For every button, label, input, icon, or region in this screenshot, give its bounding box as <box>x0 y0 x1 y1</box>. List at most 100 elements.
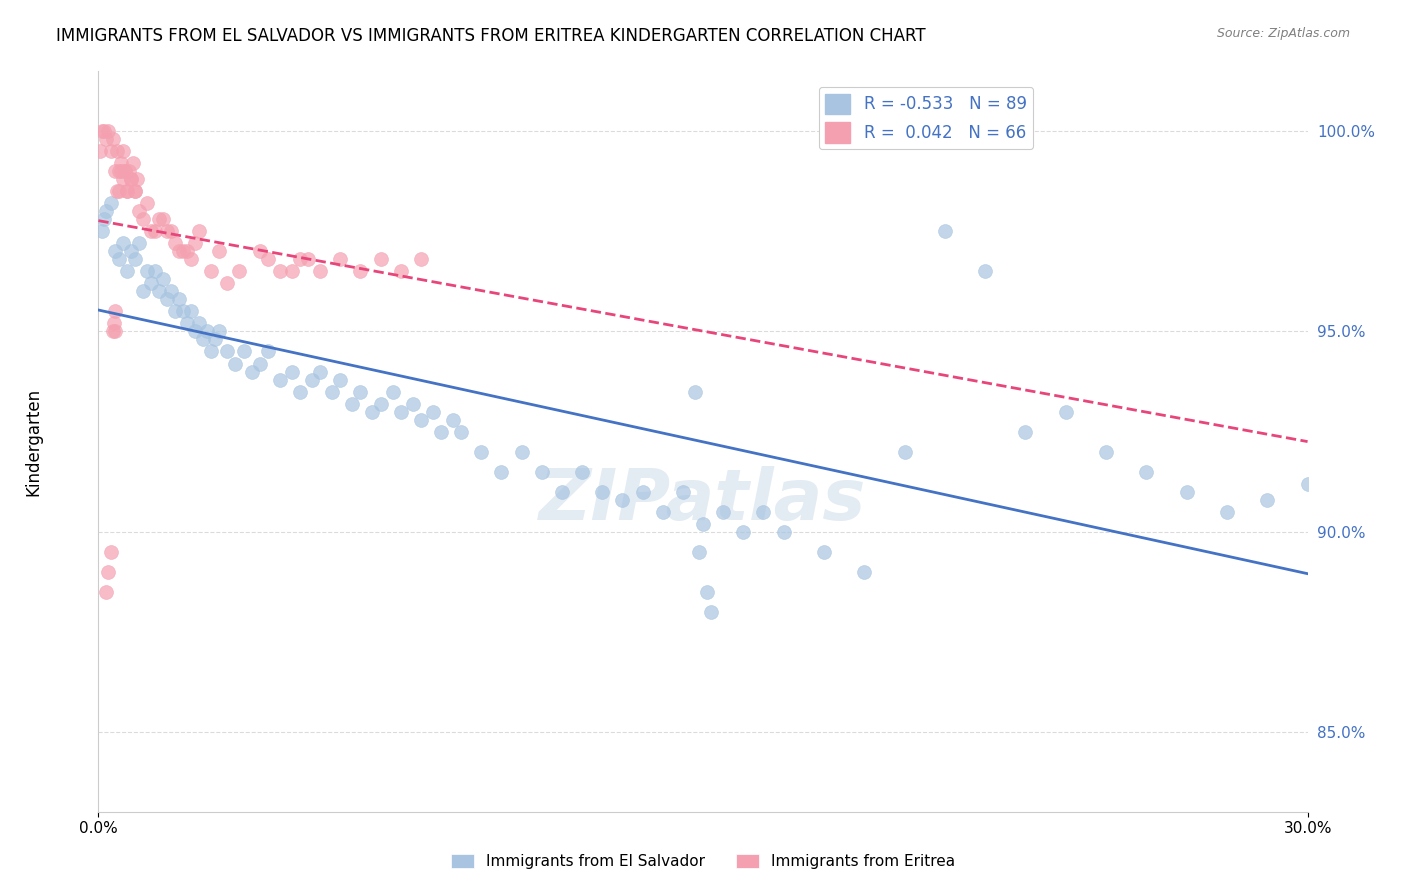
Point <box>120 172 142 186</box>
Point <box>269 264 291 278</box>
Point <box>772 524 794 539</box>
Point <box>281 264 304 278</box>
Point <box>111 145 134 159</box>
Point <box>132 285 155 299</box>
Point <box>107 252 129 267</box>
Point <box>121 156 143 170</box>
Point <box>89 145 111 159</box>
Point <box>172 304 194 318</box>
Point <box>107 164 129 178</box>
Point <box>188 317 211 331</box>
Point <box>1256 492 1278 507</box>
Point <box>1216 505 1239 519</box>
Point <box>370 396 392 410</box>
Point <box>309 364 332 378</box>
Point <box>152 212 174 227</box>
Point <box>232 344 254 359</box>
Point <box>97 124 120 138</box>
Point <box>470 444 492 458</box>
Point <box>240 364 263 378</box>
Point <box>100 145 122 159</box>
Point <box>104 325 127 339</box>
Point <box>700 605 723 619</box>
Point <box>1014 425 1036 439</box>
Point <box>651 505 673 519</box>
Point <box>101 132 124 146</box>
Point <box>180 252 202 267</box>
Point <box>1296 476 1319 491</box>
Point <box>105 185 128 199</box>
Point <box>120 172 142 186</box>
Point <box>96 204 118 219</box>
Point <box>269 372 291 386</box>
Point <box>163 236 186 251</box>
Point <box>200 344 222 359</box>
Point <box>93 124 115 138</box>
Point <box>422 404 444 418</box>
Point <box>217 277 239 291</box>
Point <box>1095 444 1118 458</box>
Point <box>163 304 186 318</box>
Point <box>125 172 148 186</box>
Point <box>571 465 593 479</box>
Point <box>100 196 122 211</box>
Point <box>103 304 125 318</box>
Point <box>409 252 432 267</box>
Legend: R = -0.533   N = 89, R =  0.042   N = 66: R = -0.533 N = 89, R = 0.042 N = 66 <box>818 87 1033 150</box>
Point <box>349 384 371 399</box>
Point <box>152 272 174 286</box>
Point <box>135 196 157 211</box>
Point <box>105 145 128 159</box>
Point <box>329 252 352 267</box>
Point <box>381 384 404 399</box>
Point <box>309 264 332 278</box>
Point <box>135 264 157 278</box>
Point <box>692 516 714 531</box>
Point <box>612 492 634 507</box>
Point <box>342 396 364 410</box>
Point <box>752 505 775 519</box>
Point <box>118 164 141 178</box>
Point <box>974 264 997 278</box>
Point <box>114 164 136 178</box>
Point <box>200 264 222 278</box>
Point <box>91 124 114 138</box>
Point <box>813 544 835 558</box>
Point <box>224 357 246 371</box>
Point <box>256 252 278 267</box>
Point <box>128 236 150 251</box>
Point <box>160 224 183 238</box>
Point <box>115 185 138 199</box>
Point <box>672 484 695 499</box>
Point <box>107 185 129 199</box>
Point <box>148 212 170 227</box>
Point <box>143 264 166 278</box>
Point <box>530 465 553 479</box>
Point <box>103 164 125 178</box>
Point <box>103 244 125 259</box>
Point <box>111 236 134 251</box>
Point <box>96 584 118 599</box>
Point <box>228 264 250 278</box>
Point <box>1054 404 1077 418</box>
Point <box>128 204 150 219</box>
Point <box>132 212 155 227</box>
Point <box>551 484 574 499</box>
Point <box>688 544 710 558</box>
Point <box>115 185 138 199</box>
Point <box>696 584 718 599</box>
Point <box>97 565 120 579</box>
Point <box>195 325 218 339</box>
Point <box>124 185 146 199</box>
Point <box>389 264 412 278</box>
Point <box>184 236 207 251</box>
Point <box>591 484 613 499</box>
Point <box>329 372 352 386</box>
Point <box>301 372 323 386</box>
Point <box>204 333 226 347</box>
Point <box>143 224 166 238</box>
Point <box>124 185 146 199</box>
Point <box>711 505 734 519</box>
Text: IMMIGRANTS FROM EL SALVADOR VS IMMIGRANTS FROM ERITREA KINDERGARTEN CORRELATION : IMMIGRANTS FROM EL SALVADOR VS IMMIGRANT… <box>56 27 927 45</box>
Point <box>281 364 304 378</box>
